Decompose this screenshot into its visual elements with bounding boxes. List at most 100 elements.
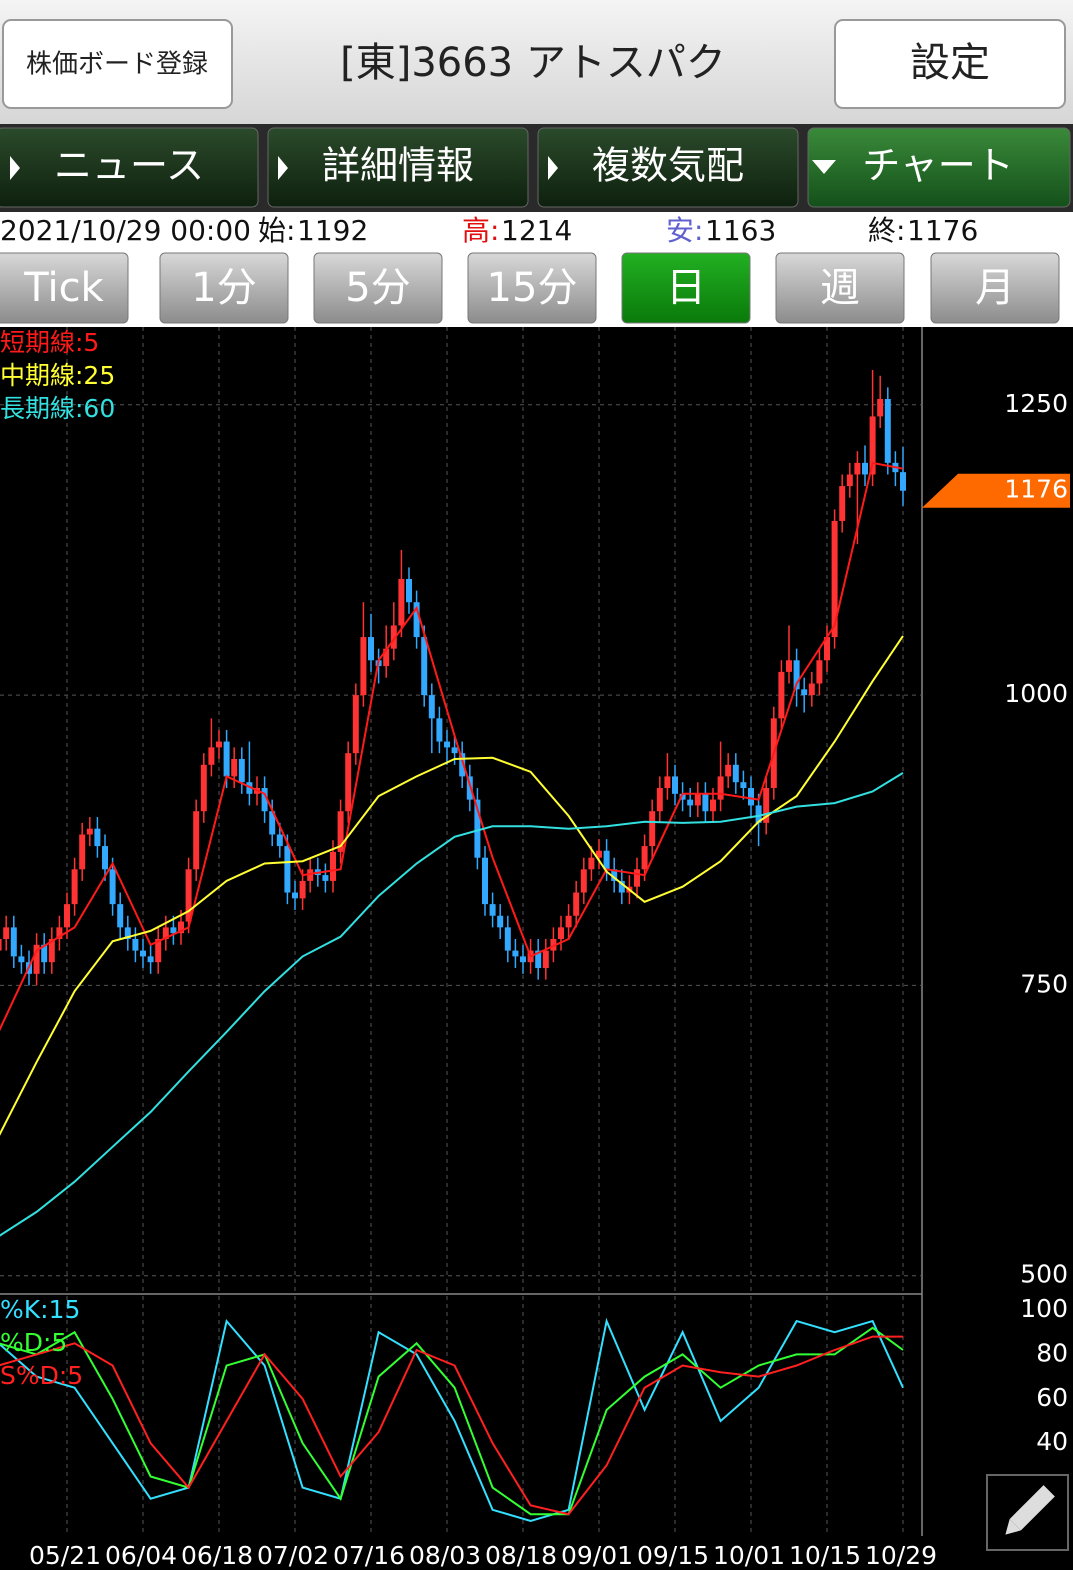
candle-body (428, 695, 435, 719)
x-tick-label: 07/02 (257, 1541, 329, 1570)
tab[interactable] (537, 127, 799, 208)
candle-body (444, 741, 450, 748)
open-value: 1192 (297, 214, 368, 247)
close-value: 1176 (907, 214, 978, 247)
low-value: 1163 (705, 214, 776, 247)
candle-body (824, 637, 830, 661)
candle-body (413, 602, 420, 638)
candle-body (732, 764, 739, 783)
x-tick-label: 07/16 (333, 1541, 405, 1570)
candle-body (246, 782, 253, 794)
candle-body (155, 938, 162, 963)
candle-body (231, 758, 238, 777)
candle-body (816, 660, 823, 684)
candle-body (79, 834, 86, 870)
candle-body (193, 811, 200, 870)
x-tick-label: 10/29 (865, 1541, 937, 1570)
candle-body (140, 950, 146, 957)
y-tick-label: 60 (1036, 1383, 1068, 1412)
y-tick-label: 100 (1020, 1294, 1068, 1323)
candle-body (368, 637, 374, 661)
period-button[interactable] (930, 252, 1060, 324)
candle-body (18, 956, 25, 963)
legend-entry: S%D:5 (0, 1361, 83, 1390)
line-series (0, 635, 904, 1136)
high-value: 1214 (501, 214, 572, 247)
candle-body (482, 857, 488, 905)
candle-body (596, 850, 602, 858)
legend-entry: 短期線:5 (0, 328, 99, 357)
candle-body (41, 944, 48, 963)
datetime: 2021/10/29 00:00 (0, 214, 251, 247)
tab-active[interactable] (807, 127, 1071, 208)
candle-body (117, 904, 124, 928)
candle-body (649, 811, 656, 847)
period-label: 15分 (487, 265, 578, 311)
candle-body (755, 805, 762, 823)
candle-body (102, 846, 108, 870)
period-button[interactable] (467, 252, 597, 324)
tab-label: チャート (862, 144, 1014, 188)
candle-body (725, 764, 732, 777)
candle-body (588, 857, 595, 870)
price-tag (922, 473, 1070, 508)
title: [東]3663 アトスパク (340, 40, 726, 86)
settings-label: 設定 (910, 40, 990, 86)
line-series (0, 1326, 904, 1516)
lines (0, 1317, 904, 1522)
candle-body (307, 869, 314, 881)
pencil-icon (1005, 1485, 1055, 1535)
candle-body (786, 660, 792, 672)
x-tick-label: 08/03 (409, 1541, 481, 1570)
tab[interactable] (0, 127, 259, 208)
candle-body (717, 776, 724, 800)
candle-body (337, 811, 344, 852)
candle-body (238, 758, 245, 783)
period-button[interactable] (0, 252, 129, 324)
period-button[interactable] (775, 252, 905, 324)
tab-label: 詳細情報 (322, 144, 474, 188)
y-tick-label: 500 (1020, 1260, 1068, 1289)
chart-area (0, 327, 1073, 1570)
candle-body (618, 880, 625, 893)
candle-body (611, 869, 618, 881)
candle-body (793, 660, 800, 690)
legend-entry: 長期線:60 (0, 394, 115, 423)
candle-body (748, 788, 754, 806)
line-series (0, 1317, 904, 1522)
candle-body (284, 846, 291, 893)
tab-label: 複数気配 (592, 144, 744, 188)
tab-arrow (10, 156, 20, 180)
x-tick-label: 06/18 (181, 1541, 253, 1570)
candle-body (862, 462, 868, 475)
candle-body (124, 927, 131, 939)
candle-body (406, 578, 412, 603)
candle-body (550, 938, 557, 951)
candle-body (162, 927, 169, 939)
x-tick-label: 10/15 (789, 1541, 861, 1570)
high-label: 高: (462, 214, 499, 247)
settings-button[interactable] (834, 19, 1066, 109)
candle-body (504, 927, 511, 951)
tab[interactable] (267, 127, 529, 208)
period-button-active[interactable] (621, 252, 751, 324)
candle-body (10, 927, 17, 957)
candle-body (542, 950, 549, 969)
period-label: 1分 (191, 265, 256, 311)
x-tick-label: 06/04 (105, 1541, 177, 1570)
period-label: Tick (23, 265, 104, 311)
candle-body (489, 904, 496, 916)
candle-body (634, 869, 640, 887)
candle-body (884, 398, 891, 463)
tab-arrow (812, 160, 836, 174)
candle-body (390, 625, 397, 649)
x-tick-label: 09/01 (561, 1541, 633, 1570)
period-button[interactable] (313, 252, 443, 324)
board-button-label: 株価ボード登録 (26, 50, 208, 80)
candle-body (292, 892, 298, 899)
candle-body (451, 747, 458, 754)
period-button[interactable] (159, 252, 289, 324)
board-button[interactable] (2, 19, 233, 109)
candle-body (147, 956, 154, 963)
